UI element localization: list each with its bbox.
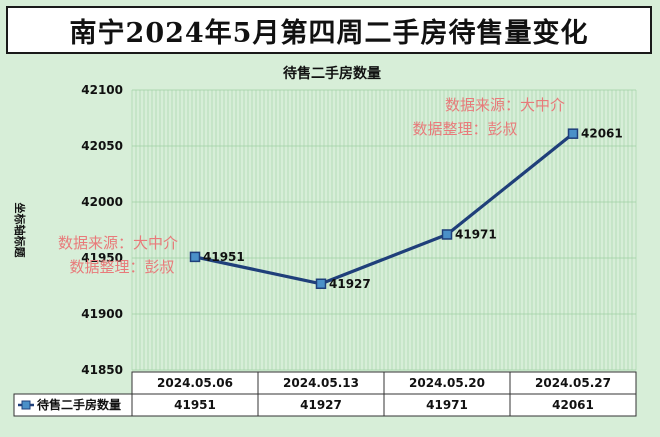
y-tick-label: 41900: [81, 307, 123, 321]
title-banner: 南宁2024年5月第四周二手房待售量变化: [6, 6, 652, 54]
y-tick-label: 42050: [81, 139, 123, 153]
data-label: 41971: [455, 227, 497, 241]
y-axis-title: 坐标轴标题: [13, 203, 27, 259]
page-title: 南宁2024年5月第四周二手房待售量变化: [69, 17, 589, 49]
data-point: [189, 251, 201, 263]
watermark-source: 数据来源：大中介: [445, 96, 565, 114]
data-point: [441, 229, 453, 240]
chart-title: 待售二手房数量: [283, 65, 381, 82]
x-tick-label: 2024.05.20: [409, 376, 485, 390]
y-tick-label: 41850: [81, 363, 123, 377]
data-point: [567, 128, 579, 139]
y-tick-label: 41950: [81, 251, 123, 265]
x-tick-label: 2024.05.13: [283, 376, 359, 390]
watermark-author: 数据整理：彭叔: [412, 120, 517, 138]
x-tick-label: 2024.05.27: [535, 376, 611, 390]
table-value-cell: 41951: [174, 398, 216, 412]
legend-marker: [21, 400, 31, 410]
y-tick-label: 42100: [81, 83, 123, 97]
table-value-cell: 41927: [300, 398, 342, 412]
series-layer: 41951 41927 41971 42061: [189, 127, 623, 291]
watermark-source: 数据来源：大中介: [58, 234, 178, 252]
data-table: 2024.05.06 2024.05.13 2024.05.20 2024.05.27…: [13, 371, 637, 417]
y-tick-label: 42000: [81, 195, 123, 209]
table-legend-cell: [13, 393, 133, 417]
data-label: 42061: [581, 127, 623, 141]
watermark-author: 数据整理：彭叔: [69, 258, 174, 276]
table-value-cell: 42061: [552, 398, 594, 412]
data-label: 41951: [203, 250, 245, 264]
y-tick-labels: 41850 41900 41950 42000 42050 42100: [81, 83, 123, 377]
x-tick-label: 2024.05.06: [157, 376, 233, 390]
table-value-cell: 41971: [426, 398, 468, 412]
series-line: [194, 132, 574, 286]
legend-series-name: 待售二手房数量: [37, 397, 121, 412]
data-point: [315, 278, 327, 290]
grid-lines: [131, 89, 637, 371]
data-label: 41927: [329, 277, 371, 291]
